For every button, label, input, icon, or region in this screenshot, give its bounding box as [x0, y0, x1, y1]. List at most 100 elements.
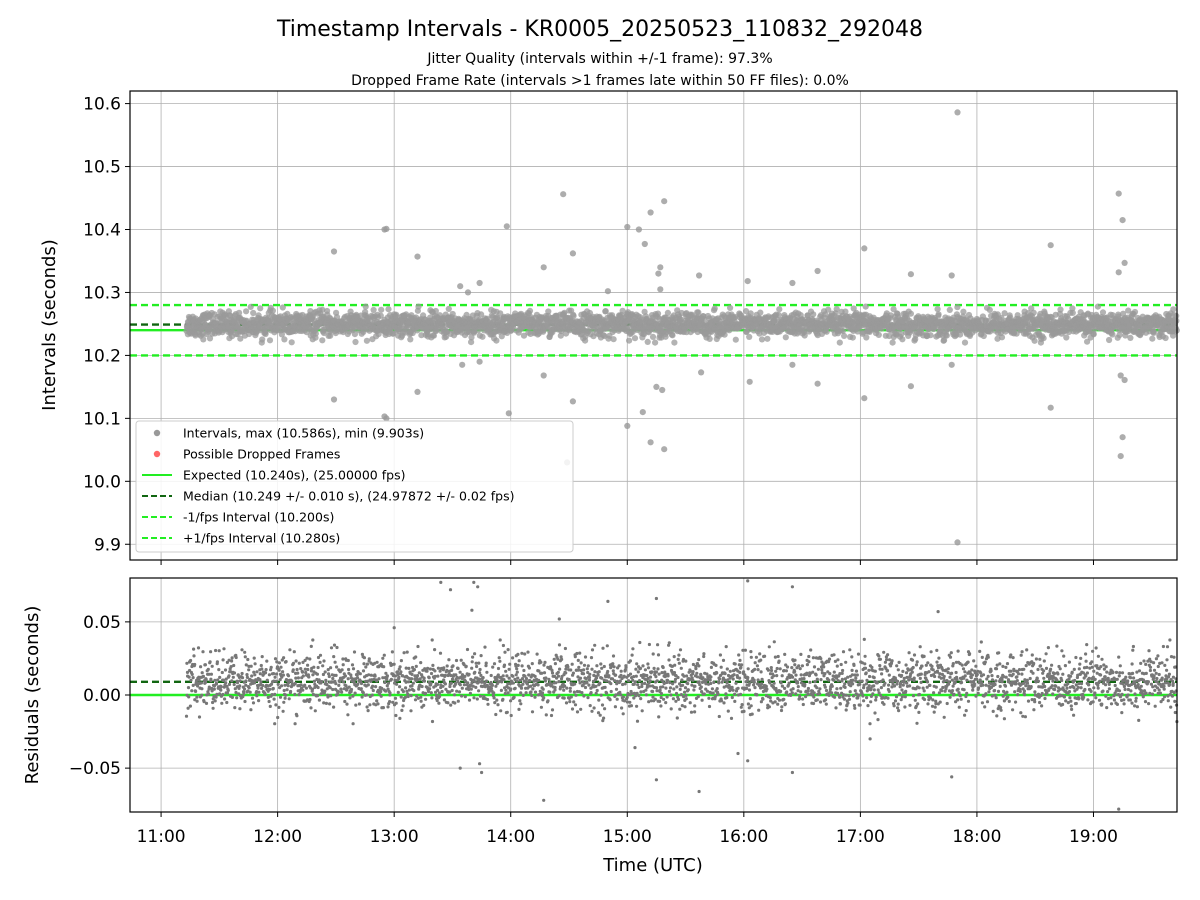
data-point [339, 687, 343, 691]
data-point [580, 691, 584, 695]
data-point [571, 671, 576, 675]
outlier-point [814, 267, 821, 275]
data-point [755, 693, 759, 697]
data-point [365, 705, 369, 709]
data-point [435, 698, 439, 703]
data-point [294, 676, 298, 680]
data-point [680, 704, 684, 708]
data-point [481, 676, 485, 680]
data-point [1106, 336, 1113, 344]
outlier-point [459, 361, 466, 368]
data-point [680, 678, 684, 682]
data-point [430, 696, 434, 700]
data-point [303, 667, 307, 671]
data-point [700, 698, 704, 702]
data-point [425, 669, 429, 673]
data-point [1094, 303, 1101, 310]
data-point [731, 677, 735, 681]
data-point [605, 644, 609, 648]
data-point [667, 643, 671, 647]
data-point [272, 679, 276, 683]
data-point [998, 314, 1005, 321]
top-interval-points [183, 109, 1180, 546]
data-point [474, 661, 478, 665]
data-point [557, 332, 564, 339]
data-point [648, 679, 652, 683]
data-point [573, 682, 577, 686]
data-point [602, 308, 609, 315]
data-point [303, 683, 307, 687]
data-point [201, 674, 205, 679]
data-point [724, 692, 728, 696]
data-point [672, 671, 677, 675]
data-point [401, 674, 405, 678]
data-point [324, 701, 328, 706]
data-point [613, 679, 617, 683]
data-point [752, 680, 756, 684]
data-point [225, 691, 230, 695]
data-point [775, 311, 782, 319]
data-point [516, 652, 520, 657]
data-point [465, 647, 470, 652]
data-point [288, 339, 295, 346]
data-point [412, 668, 416, 672]
data-point [634, 694, 638, 698]
data-point [520, 332, 528, 339]
data-point [379, 690, 383, 694]
data-point [187, 695, 191, 699]
data-point [559, 655, 563, 659]
data-point [575, 651, 579, 656]
data-point [346, 677, 350, 681]
data-point [458, 683, 462, 687]
data-point [477, 661, 481, 665]
data-point [723, 678, 727, 682]
subtitle-dropped: Dropped Frame Rate (intervals >1 frames … [351, 73, 849, 89]
data-point [260, 655, 264, 659]
data-point [316, 665, 320, 670]
data-point [250, 309, 257, 317]
data-point [225, 684, 229, 689]
data-point [385, 684, 389, 688]
data-point [603, 707, 607, 711]
data-point [702, 652, 706, 656]
data-point [369, 673, 373, 677]
data-point [312, 679, 316, 683]
data-point [265, 659, 269, 663]
data-point [730, 685, 734, 690]
data-point [247, 668, 251, 672]
legend-label-minus-fps: -1/fps Interval (10.200s) [183, 510, 334, 525]
data-point [667, 658, 671, 662]
data-point [713, 695, 717, 699]
data-point [749, 650, 753, 654]
data-point [272, 697, 276, 701]
data-point [520, 664, 524, 668]
data-point [564, 667, 568, 671]
data-point [479, 654, 483, 658]
data-point [436, 688, 440, 693]
data-point [300, 670, 305, 674]
data-point [441, 684, 445, 688]
data-point [366, 683, 370, 687]
data-point [579, 661, 583, 665]
data-point [523, 652, 527, 656]
data-point [340, 690, 344, 694]
data-point [480, 679, 484, 683]
data-point [590, 648, 595, 652]
data-point [214, 695, 218, 699]
data-point [435, 682, 440, 687]
data-point [671, 697, 676, 701]
data-point [398, 716, 402, 721]
data-point [405, 650, 409, 654]
data-point [409, 709, 413, 713]
data-point [364, 665, 368, 669]
data-point [631, 335, 639, 342]
data-point [305, 656, 309, 660]
data-point [741, 648, 745, 652]
data-point [281, 336, 288, 343]
data-point [529, 684, 533, 688]
data-point [493, 337, 500, 344]
data-point [607, 674, 611, 678]
data-point [611, 654, 616, 658]
data-point [704, 682, 708, 686]
data-point [711, 691, 715, 695]
